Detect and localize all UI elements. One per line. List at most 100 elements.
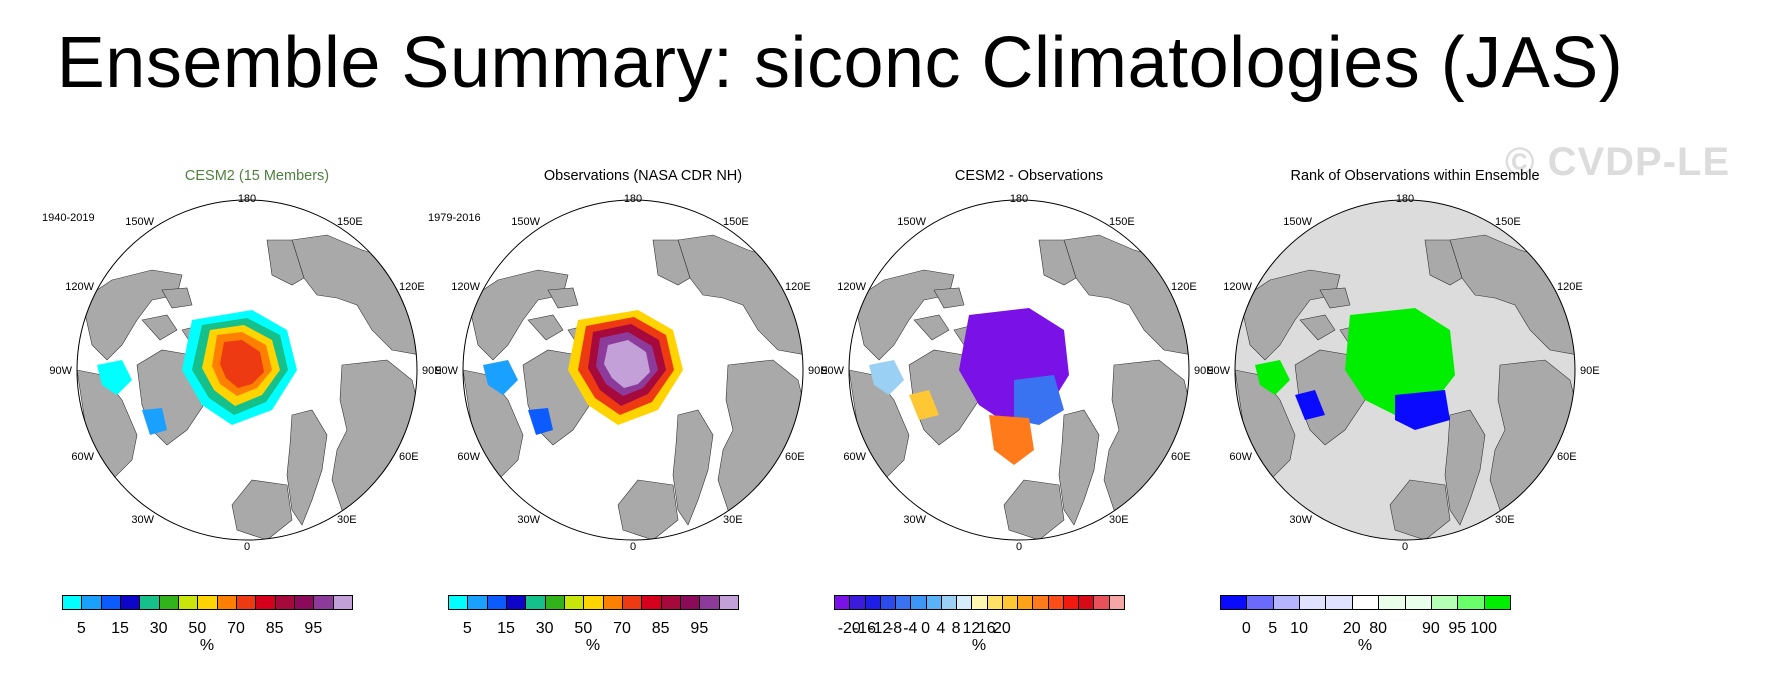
colorbar-units: % <box>1357 637 1373 654</box>
map-boundary <box>848 199 1190 541</box>
longitude-label: 30E <box>1495 514 1515 526</box>
colorbar-tick-label: 8 <box>951 620 961 637</box>
colorbar-swatch <box>602 595 623 610</box>
longitude-label: 120W <box>1223 281 1252 293</box>
polar-map: 180 150E 120E 90E 60E 30E 0 30W 60W 90W 120W 150W <box>821 193 1213 553</box>
longitude-label: 0 <box>244 541 250 553</box>
longitude-label: 150W <box>1283 216 1312 228</box>
colorbar-tick-label: 4 <box>936 620 946 637</box>
colorbar-swatch <box>660 595 681 610</box>
colorbar-swatch <box>544 595 565 610</box>
longitude-label: 30W <box>131 514 154 526</box>
longitude-label: 120E <box>1171 281 1197 293</box>
colorbar-tick-label: 12 <box>962 620 981 637</box>
colorbar-tick-label: 50 <box>574 620 593 637</box>
map-panel: Rank of Observations within Ensemble 180 1… <box>1200 160 1640 660</box>
polar-map: 180 150E 120E 90E 60E 30E 0 30W 60W 90W 120W 150W <box>49 193 441 553</box>
colorbar-swatch <box>910 595 927 610</box>
colorbar-swatch <box>641 595 662 610</box>
panel-title: CESM2 - Observations <box>954 168 1104 184</box>
land-mass <box>467 269 569 361</box>
land-mass <box>81 269 183 361</box>
longitude-label: 0 <box>1402 541 1408 553</box>
land-mass <box>1239 269 1341 361</box>
colorbar-swatch <box>139 595 160 610</box>
longitude-label: 60E <box>1171 451 1191 463</box>
ice-concentration-field <box>97 360 132 395</box>
colorbar-swatch <box>940 595 958 610</box>
page-title: Ensemble Summary: siconc Climatologies (… <box>56 23 1624 103</box>
colorbar-swatch <box>100 595 121 610</box>
longitude-label: 90E <box>1580 365 1600 377</box>
colorbar-swatch <box>81 595 102 610</box>
land-mass <box>672 409 714 526</box>
colorbar-swatch <box>178 595 199 610</box>
colorbar-swatch <box>1457 595 1485 610</box>
colorbar-swatch <box>274 595 295 610</box>
colorbar-swatch <box>467 595 488 610</box>
colorbar-tick-label: 50 <box>188 620 207 637</box>
longitude-label: 60E <box>785 451 805 463</box>
colorbar-tick-label: 5 <box>462 620 472 637</box>
ice-concentration-field <box>909 390 939 420</box>
longitude-label: 30W <box>1289 514 1312 526</box>
longitude-label: 180 <box>624 193 642 205</box>
colorbar-swatch <box>622 595 643 610</box>
colorbar-tick-label: 95 <box>304 620 323 637</box>
colorbar-swatch <box>864 595 881 610</box>
panel-title: Rank of Observations within Ensemble <box>1290 168 1540 184</box>
colorbar-swatch <box>236 595 257 610</box>
longitude-label: 60W <box>843 451 866 463</box>
land-mass <box>1444 409 1486 526</box>
longitude-label: 150W <box>125 216 154 228</box>
colorbar-tick-label: 90 <box>1422 620 1440 637</box>
ice-concentration-field <box>142 408 167 435</box>
colorbar-tick-label: 16 <box>977 620 996 637</box>
colorbar-swatch <box>1017 595 1034 610</box>
longitude-label: 150E <box>1495 216 1521 228</box>
colorbar-swatch <box>699 595 720 610</box>
map-panel: Observations (NASA CDR NH) 1979-2016 180 15… <box>428 160 868 660</box>
longitude-label: 120E <box>1557 281 1583 293</box>
colorbar-swatch <box>1093 595 1110 610</box>
colorbar-swatch <box>564 595 585 610</box>
ice-concentration-field <box>1345 308 1455 415</box>
colorbar-swatch <box>1062 595 1080 610</box>
map-boundary <box>1234 199 1576 541</box>
longitude-label: 90W <box>821 365 844 377</box>
colorbar-swatch <box>197 595 218 610</box>
colorbar-swatch <box>879 595 897 610</box>
colorbar-tick-label: -20 <box>837 620 861 637</box>
period-label: 1979-2016 <box>428 212 481 224</box>
longitude-label: 0 <box>630 541 636 553</box>
longitude-label: 30W <box>517 514 540 526</box>
colorbar-swatch <box>1325 595 1353 610</box>
colorbar-swatch <box>486 595 507 610</box>
ice-concentration-field <box>604 340 650 388</box>
longitude-label: 150W <box>897 216 926 228</box>
colorbar-tick-label: 85 <box>265 620 284 637</box>
colorbar-tick-label: 15 <box>111 620 129 637</box>
colorbar-tick-label: -8 <box>887 620 903 637</box>
colorbar-units: % <box>971 637 987 654</box>
map-panel: CESM2 - Observations 180 150E 120E 90E 60E 30E… <box>814 160 1254 660</box>
ice-concentration-field <box>483 360 518 395</box>
land-mass <box>1038 239 1077 286</box>
colorbar-swatch <box>583 595 604 610</box>
longitude-label: 60W <box>71 451 94 463</box>
colorbar-tick-label: 0 <box>1241 620 1251 637</box>
colorbar-swatch <box>120 595 141 610</box>
longitude-label: 180 <box>1010 193 1028 205</box>
colorbar-swatch <box>849 595 866 610</box>
land-mass <box>717 359 803 516</box>
colorbar-tick-label: 70 <box>227 620 245 637</box>
land-mass <box>161 287 193 309</box>
colorbar-tick-label: -16 <box>852 620 877 637</box>
colorbar: 0 5 10 20 80 90 95 100% <box>1220 595 1511 670</box>
colorbar-swatch <box>1430 595 1459 610</box>
longitude-label: 60E <box>399 451 419 463</box>
colorbar-swatch <box>1483 595 1511 610</box>
longitude-label: 30W <box>903 514 926 526</box>
colorbar-tick-label: 30 <box>535 620 554 637</box>
colorbar-swatch <box>448 595 469 610</box>
